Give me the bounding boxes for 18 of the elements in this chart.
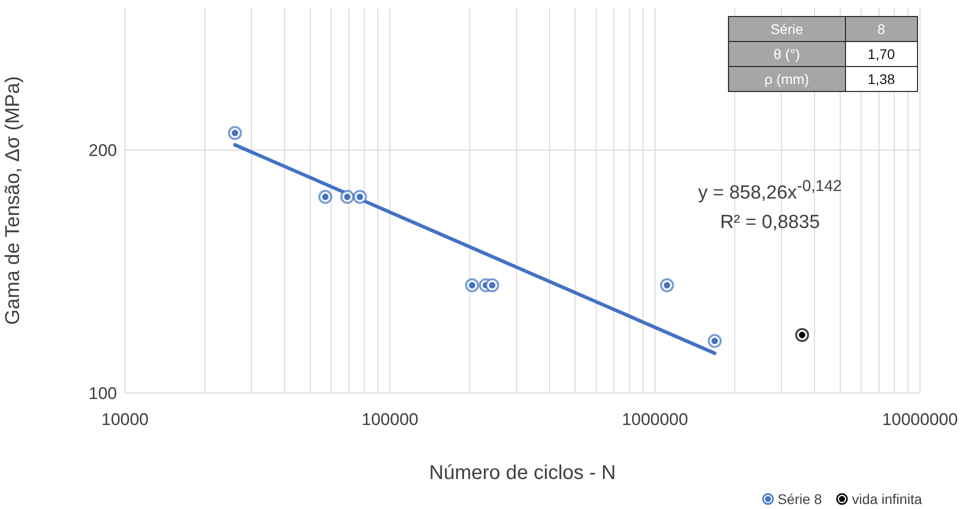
annotation: 8 — [845, 16, 918, 42]
annotation: R² = 0,8835 — [719, 211, 821, 236]
x-tick-label: 100000 — [362, 410, 418, 430]
x-tick-label: 1000000 — [622, 410, 688, 430]
y-tick-label: 200 — [88, 141, 117, 160]
x-axis-title: Número de ciclos - N — [429, 462, 616, 484]
annotation: y = 858,26x$^{-0,142}$ — [697, 177, 843, 206]
annotation: Série — [728, 16, 846, 42]
annotation: 1,70 — [845, 42, 918, 66]
x-tick-label: 10000000 — [882, 410, 958, 430]
x-tick-label: 10000 — [101, 410, 149, 430]
y-tick-label: 100 — [88, 384, 117, 404]
legend-label: Série 8 — [778, 491, 822, 507]
annotation: ρ (mm) — [728, 66, 846, 92]
annotation: θ (°) — [728, 42, 846, 66]
legend-label: vida infinita — [852, 491, 922, 507]
annotation: 1,38 — [845, 66, 918, 92]
y-axis-title: Gama de Tensão, Δσ (MPa) — [2, 76, 24, 325]
